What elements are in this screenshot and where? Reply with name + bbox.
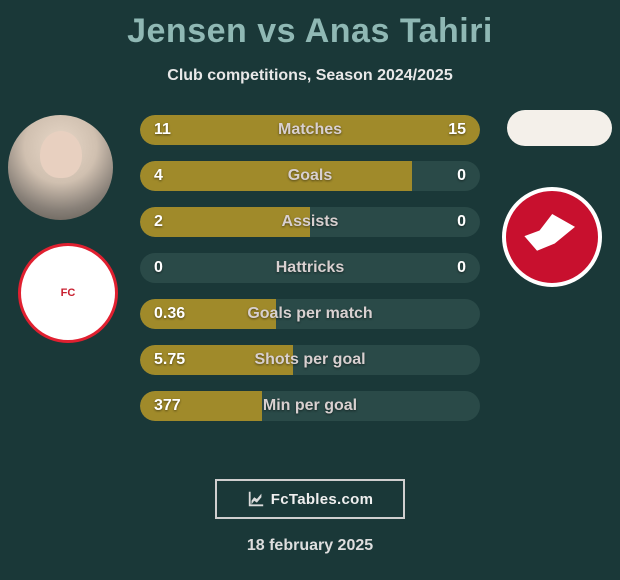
club-right-badge: [502, 187, 602, 287]
page-title: Jensen vs Anas Tahiri: [0, 0, 620, 51]
source-badge[interactable]: FcTables.com: [215, 479, 405, 519]
stat-value-left: 377: [154, 391, 181, 421]
stat-value-left: 5.75: [154, 345, 185, 375]
stat-label: Hattricks: [140, 253, 480, 283]
date-label: 18 february 2025: [0, 537, 620, 555]
stat-row: Matches11 15: [140, 115, 480, 145]
stat-row: Goals4 0: [140, 161, 480, 191]
stat-row: Goals per match0.36: [140, 299, 480, 329]
player-right-avatar: [507, 110, 612, 146]
chart-icon: [247, 490, 265, 508]
stat-value-left: 0.36: [154, 299, 185, 329]
comparison-area: FC Matches1115Goals40Assists20Hattricks0…: [0, 115, 620, 455]
stat-row: Shots per goal5.75: [140, 345, 480, 375]
stat-bars: Matches1115Goals40Assists20Hattricks00Go…: [140, 115, 480, 437]
stat-label: Matches: [140, 115, 480, 145]
club-left-badge: FC: [18, 243, 118, 343]
stat-label: Shots per goal: [140, 345, 480, 375]
stat-label: Min per goal: [140, 391, 480, 421]
stat-value-right: 0: [457, 253, 466, 283]
stat-row: Min per goal377: [140, 391, 480, 421]
stat-value-left: 4: [154, 161, 163, 191]
source-label: FcTables.com: [271, 491, 374, 508]
stat-value-left: 0: [154, 253, 163, 283]
stat-value-right: 0: [457, 207, 466, 237]
stat-label: Goals per match: [140, 299, 480, 329]
stat-value-right: 0: [457, 161, 466, 191]
stat-value-right: 15: [448, 115, 466, 145]
stat-row: Hattricks0 0: [140, 253, 480, 283]
subtitle: Club competitions, Season 2024/2025: [0, 67, 620, 85]
stat-value-left: 11: [154, 115, 171, 145]
player-left-avatar: [8, 115, 113, 220]
stat-label: Assists: [140, 207, 480, 237]
stat-value-left: 2: [154, 207, 163, 237]
stat-label: Goals: [140, 161, 480, 191]
stat-row: Assists2 0: [140, 207, 480, 237]
